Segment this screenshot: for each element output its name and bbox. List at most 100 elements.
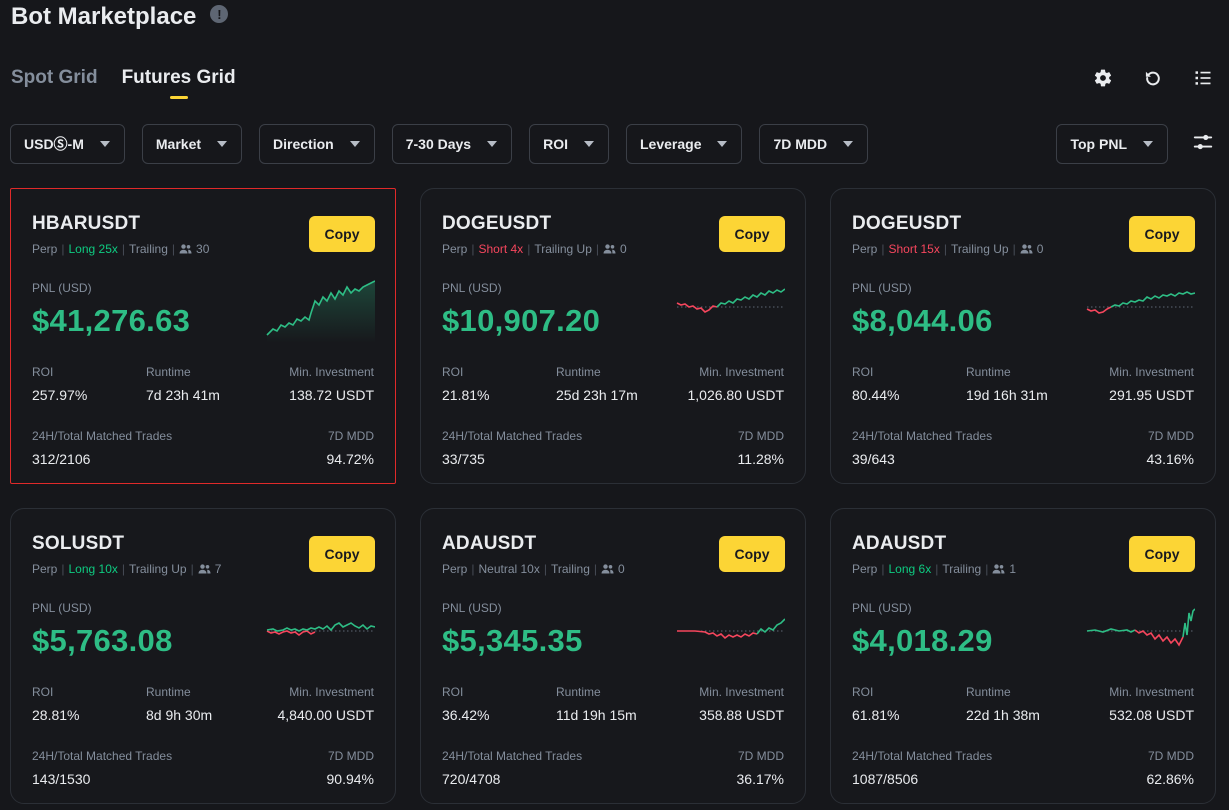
mdd-label: 7D MDD <box>327 429 374 443</box>
top-actions <box>1091 66 1215 90</box>
runtime-label: Runtime <box>146 685 191 699</box>
bot-card[interactable]: SOLUSDT Perp | Long 10x | Trailing Up | 7 C… <box>10 508 396 804</box>
bot-tags: Perp | Short 15x | Trailing Up | 0 <box>852 242 1044 256</box>
pnl-value: $41,276.63 <box>32 303 191 338</box>
trades-row: 24H/Total Matched Trades 1087/8506 7D MDD… <box>852 749 1194 787</box>
trades-value: 312/2106 <box>32 451 91 467</box>
filter-runtime[interactable]: 7-30 Days <box>391 124 513 164</box>
roi-label: ROI <box>32 365 54 379</box>
bot-card[interactable]: DOGEUSDT Perp | Short 4x | Trailing Up | 0 … <box>420 188 806 484</box>
filter-leverage[interactable]: Leverage <box>626 124 743 164</box>
trades-label: 24H/Total Matched Trades <box>442 749 583 763</box>
settings-icon[interactable] <box>1091 66 1115 90</box>
filter-mdd[interactable]: 7D MDD <box>759 124 869 164</box>
sort-label: Top PNL <box>1070 136 1127 152</box>
pnl-value: $10,907.20 <box>442 303 601 338</box>
trades-label: 24H/Total Matched Trades <box>852 749 993 763</box>
bot-tags: Perp | Long 25x | Trailing | 30 <box>32 242 210 256</box>
trailing-tag: Trailing <box>550 562 590 576</box>
metrics-row: ROI 21.81% Runtime 25d 23h 17m Min. Invest… <box>442 365 784 403</box>
sort-select[interactable]: Top PNL <box>1056 124 1168 164</box>
metrics-row: ROI 257.97% Runtime 7d 23h 41m Min. Invest… <box>32 365 374 403</box>
bot-symbol: ADAUSDT <box>852 533 947 554</box>
min-investment-label: Min. Investment <box>289 365 374 379</box>
min-investment-label: Min. Investment <box>699 365 784 379</box>
mdd-label: 7D MDD <box>737 749 784 763</box>
filter-margin-type[interactable]: USDⓈ-M <box>10 124 125 164</box>
filter-label: USDⓈ-M <box>24 136 84 152</box>
caret-down-icon <box>217 141 228 147</box>
copy-button[interactable]: Copy <box>1129 216 1195 252</box>
filter-roi[interactable]: ROI <box>529 124 609 164</box>
mdd-value: 36.17% <box>736 771 784 787</box>
copy-button[interactable]: Copy <box>309 216 375 252</box>
tab-futures-grid[interactable]: Futures Grid <box>122 67 236 99</box>
roi-value: 21.81% <box>442 387 490 403</box>
bot-symbol: DOGEUSDT <box>852 213 962 234</box>
runtime-value: 25d 23h 17m <box>556 387 638 403</box>
copy-button[interactable]: Copy <box>1129 536 1195 572</box>
caret-down-icon <box>843 141 854 147</box>
bot-card[interactable]: DOGEUSDT Perp | Short 15x | Trailing Up | 0… <box>830 188 1216 484</box>
caret-down-icon <box>584 141 594 147</box>
mdd-label: 7D MDD <box>1147 429 1194 443</box>
bot-symbol: DOGEUSDT <box>442 213 552 234</box>
metrics-row: ROI 28.81% Runtime 8d 9h 30m Min. Investme… <box>32 685 374 723</box>
users-icon <box>179 244 192 254</box>
bot-card[interactable]: HBARUSDT Perp | Long 25x | Trailing | 30 Co… <box>10 188 396 484</box>
pnl-value: $8,044.06 <box>852 303 993 338</box>
roi-label: ROI <box>442 685 464 699</box>
refresh-icon[interactable] <box>1141 66 1165 90</box>
min-investment-value: 532.08 USDT <box>1109 707 1194 723</box>
mdd-value: 94.72% <box>326 451 374 467</box>
min-investment-label: Min. Investment <box>1109 365 1194 379</box>
list-icon[interactable] <box>1191 66 1215 90</box>
runtime-value: 22d 1h 38m <box>966 707 1040 723</box>
mdd-label: 7D MDD <box>737 429 784 443</box>
pnl-label: PNL (USD) <box>442 281 502 295</box>
mdd-label: 7D MDD <box>1147 749 1194 763</box>
copy-button[interactable]: Copy <box>719 216 785 252</box>
min-investment-value: 291.95 USDT <box>1109 387 1194 403</box>
roi-value: 28.81% <box>32 707 80 723</box>
roi-value: 36.42% <box>442 707 490 723</box>
page-title: Bot Marketplace ! <box>11 3 229 31</box>
info-icon[interactable]: ! <box>210 5 229 23</box>
copier-count: 1 <box>1009 562 1017 576</box>
users-icon <box>992 564 1005 574</box>
direction-tag: Long 10x <box>68 562 118 576</box>
trades-label: 24H/Total Matched Trades <box>32 429 173 443</box>
min-investment-value: 4,840.00 USDT <box>277 707 375 723</box>
contract-type: Perp <box>852 562 878 576</box>
direction-tag: Short 4x <box>478 242 524 256</box>
runtime-value: 8d 9h 30m <box>146 707 213 723</box>
trades-value: 33/735 <box>442 451 485 467</box>
caret-down-icon <box>717 141 728 147</box>
trades-row: 24H/Total Matched Trades 720/4708 7D MDD 3… <box>442 749 784 787</box>
pnl-label: PNL (USD) <box>442 601 502 615</box>
direction-tag: Neutral 10x <box>478 562 540 576</box>
filter-label: 7D MDD <box>773 136 828 152</box>
caret-down-icon <box>487 141 498 147</box>
copy-button[interactable]: Copy <box>309 536 375 572</box>
sliders-icon[interactable] <box>1191 130 1215 154</box>
pnl-label: PNL (USD) <box>852 601 912 615</box>
metrics-row: ROI 36.42% Runtime 11d 19h 15m Min. Invest… <box>442 685 784 723</box>
direction-tag: Long 25x <box>68 242 118 256</box>
trades-label: 24H/Total Matched Trades <box>32 749 173 763</box>
tab-spot-grid[interactable]: Spot Grid <box>11 67 98 88</box>
copy-button[interactable]: Copy <box>719 536 785 572</box>
bot-symbol: HBARUSDT <box>32 213 141 234</box>
runtime-value: 7d 23h 41m <box>146 387 220 403</box>
filter-label: 7-30 Days <box>405 136 472 152</box>
tab-bar: Spot Grid Futures Grid <box>11 67 236 99</box>
mdd-value: 11.28% <box>737 451 784 467</box>
filter-direction[interactable]: Direction <box>259 124 375 164</box>
roi-label: ROI <box>852 365 874 379</box>
runtime-label: Runtime <box>556 365 601 379</box>
trailing-tag: Trailing Up <box>534 242 592 256</box>
filter-market[interactable]: Market <box>141 124 243 164</box>
bot-card[interactable]: ADAUSDT Perp | Long 6x | Trailing | 1 Copy … <box>830 508 1216 804</box>
users-icon <box>198 564 211 574</box>
bot-card[interactable]: ADAUSDT Perp | Neutral 10x | Trailing | 0 C… <box>420 508 806 804</box>
